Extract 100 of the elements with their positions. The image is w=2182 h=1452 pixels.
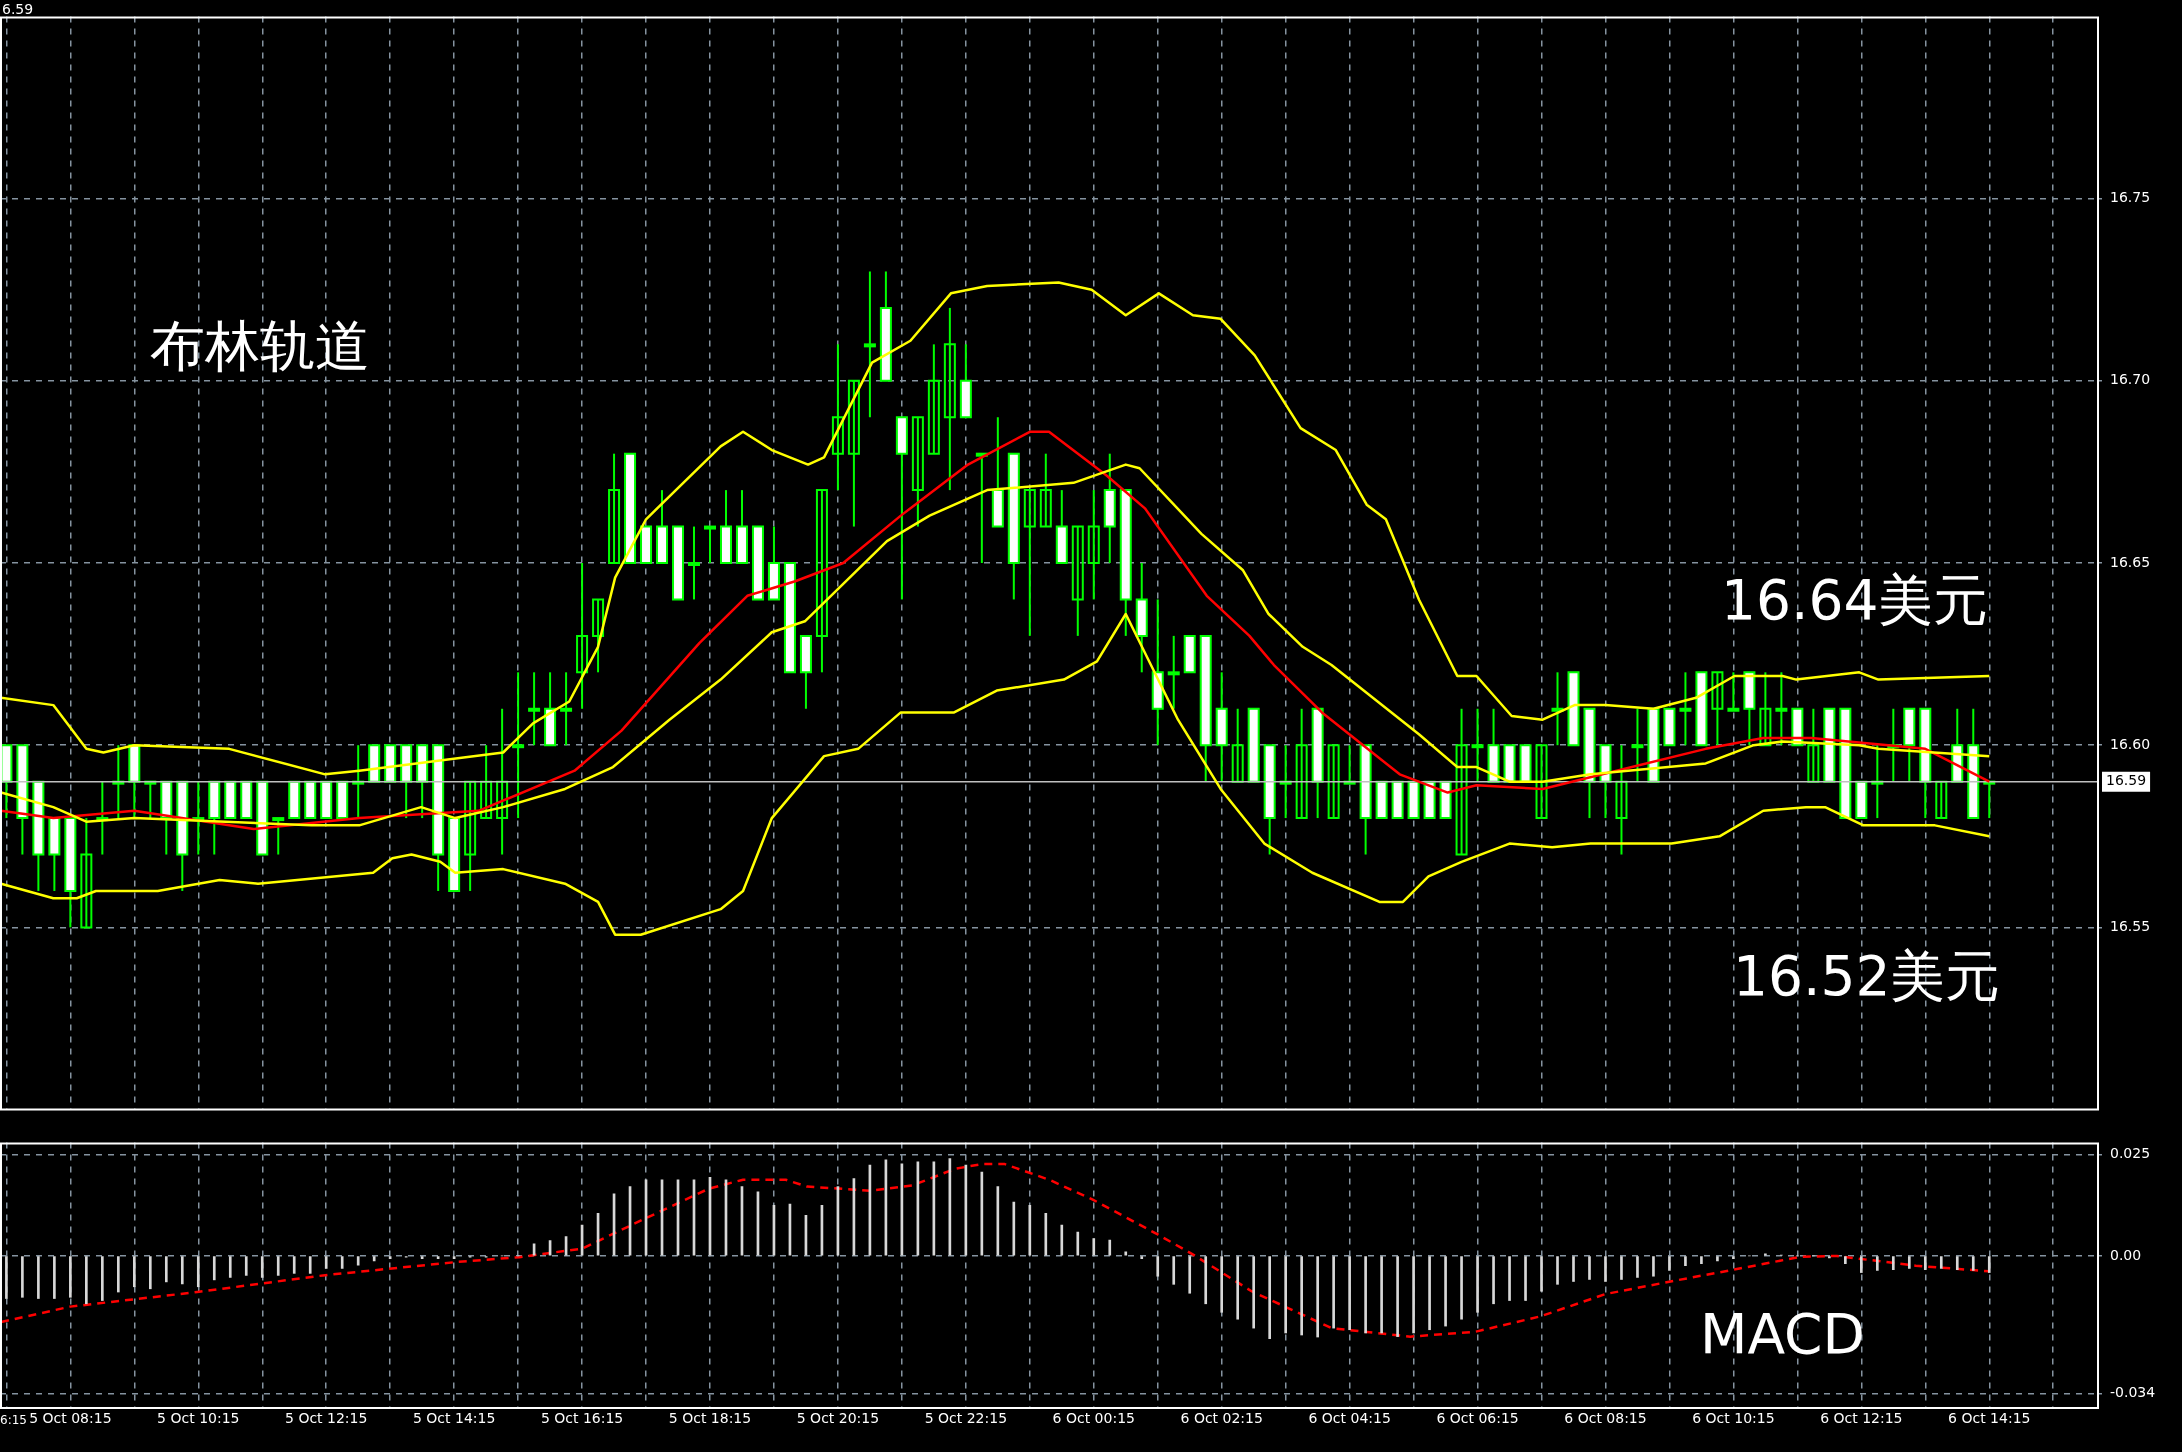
candlestick — [815, 489, 828, 674]
bar — [1364, 1256, 1367, 1334]
bar — [1716, 1256, 1719, 1262]
candlestick — [192, 780, 205, 856]
ref-line-label: 16.59 — [2106, 772, 2147, 789]
bar — [21, 1256, 24, 1298]
y-tick-label: 16.75 — [2110, 189, 2151, 206]
x-tick-label: 5 Oct 08:15 — [29, 1410, 112, 1427]
bar — [1700, 1256, 1703, 1264]
candlestick — [688, 525, 700, 601]
bar — [1380, 1256, 1383, 1334]
bar — [1604, 1256, 1607, 1282]
candlestick — [1615, 744, 1628, 856]
bar — [1572, 1256, 1575, 1282]
bar — [148, 1256, 152, 1290]
bar — [1876, 1256, 1879, 1271]
bar — [244, 1256, 248, 1276]
candlestick — [96, 780, 109, 856]
candlestick — [1551, 671, 1564, 747]
candlestick — [1679, 671, 1692, 747]
bar — [1044, 1213, 1048, 1256]
bar — [132, 1256, 136, 1288]
candlestick — [144, 780, 157, 820]
bar — [1284, 1256, 1287, 1334]
bar — [1444, 1256, 1447, 1327]
bar — [1156, 1256, 1160, 1277]
candlestick — [576, 562, 589, 710]
y-tick-label: -0.034 — [2110, 1384, 2156, 1401]
bar — [196, 1256, 200, 1288]
candlestick — [1023, 489, 1036, 637]
bar — [1012, 1201, 1016, 1256]
bar — [117, 1256, 120, 1293]
candlestick — [1871, 744, 1884, 820]
candlestick — [1887, 707, 1900, 783]
candlestick — [1279, 744, 1292, 820]
x-tick-label: 6 Oct 04:15 — [1308, 1410, 1391, 1427]
candlestick — [975, 452, 988, 564]
candlestick — [1343, 744, 1356, 785]
bar — [1939, 1256, 1943, 1269]
bar — [1348, 1256, 1351, 1331]
bar — [85, 1256, 88, 1305]
annotation: 16.52美元 — [1733, 944, 2001, 1008]
bar — [1236, 1256, 1240, 1320]
candlestick — [1711, 671, 1724, 747]
candlestick — [1039, 452, 1052, 528]
bar — [1428, 1256, 1431, 1331]
bar — [1732, 1256, 1735, 1260]
bar — [1268, 1256, 1271, 1339]
bar — [69, 1256, 72, 1298]
candlestick — [1455, 707, 1468, 856]
y-tick-label: 0.00 — [2110, 1246, 2142, 1263]
bar — [1955, 1256, 1959, 1271]
candlestick — [1775, 671, 1788, 747]
annotation: 16.64美元 — [1721, 568, 1989, 632]
bar — [292, 1256, 296, 1274]
bar — [212, 1256, 216, 1281]
candlestick — [512, 671, 525, 820]
annotation: MACD — [1700, 1302, 1865, 1366]
bar — [53, 1256, 56, 1299]
bar — [1636, 1256, 1639, 1278]
bar — [1556, 1256, 1559, 1285]
bar — [1060, 1224, 1064, 1256]
x-tick-label: 6 Oct 10:15 — [1692, 1410, 1775, 1427]
bar — [1540, 1256, 1543, 1292]
bar — [1971, 1256, 1975, 1271]
bar — [1524, 1256, 1527, 1301]
bar — [1684, 1256, 1687, 1266]
bar — [1092, 1238, 1096, 1256]
candlestick — [496, 707, 509, 856]
x-tick-label: 5 Oct 22:15 — [924, 1410, 1008, 1427]
candlestick — [80, 817, 93, 929]
bar — [1476, 1256, 1479, 1313]
candlestick — [1071, 525, 1084, 637]
bar — [180, 1256, 184, 1285]
bar — [1172, 1256, 1176, 1285]
bar — [1396, 1256, 1399, 1337]
bar — [1891, 1256, 1895, 1271]
candlestick — [1759, 671, 1772, 747]
bar — [276, 1256, 280, 1276]
x-tick-label: 5 Oct 18:15 — [668, 1410, 752, 1427]
text: 6:15 — [0, 1413, 27, 1427]
bar — [372, 1256, 376, 1262]
candlestick — [560, 671, 573, 747]
bar — [37, 1256, 40, 1299]
candlestick — [1295, 707, 1308, 820]
candlestick — [1807, 707, 1820, 783]
bar — [1620, 1256, 1623, 1280]
candlestick — [608, 452, 621, 564]
bar — [1460, 1256, 1463, 1320]
bar — [1987, 1256, 1991, 1273]
bar — [388, 1256, 392, 1260]
candlestick — [352, 744, 365, 820]
candlestick — [943, 306, 956, 492]
x-tick-label: 6 Oct 00:15 — [1052, 1410, 1135, 1427]
candlestick — [480, 744, 493, 820]
bar — [1188, 1256, 1192, 1294]
candlestick — [272, 817, 285, 856]
bar — [1508, 1256, 1511, 1301]
bar — [260, 1256, 264, 1278]
candlestick — [1231, 707, 1244, 783]
